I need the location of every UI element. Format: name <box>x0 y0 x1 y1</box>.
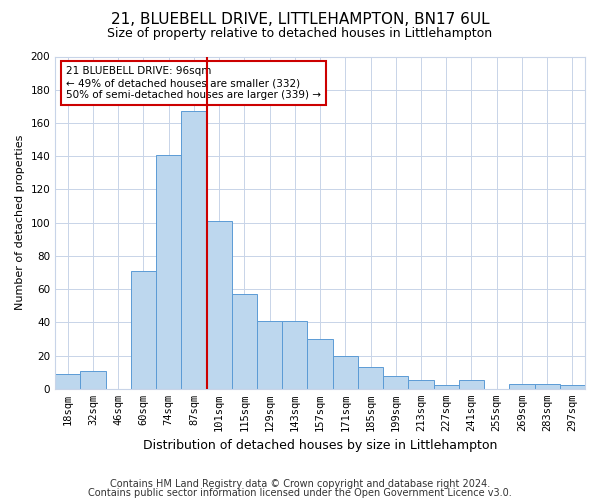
Bar <box>434 386 459 389</box>
Bar <box>181 112 206 389</box>
Bar <box>206 221 232 389</box>
Text: 21 BLUEBELL DRIVE: 96sqm
← 49% of detached houses are smaller (332)
50% of semi-: 21 BLUEBELL DRIVE: 96sqm ← 49% of detach… <box>66 66 321 100</box>
Bar <box>332 356 358 389</box>
Text: 21, BLUEBELL DRIVE, LITTLEHAMPTON, BN17 6UL: 21, BLUEBELL DRIVE, LITTLEHAMPTON, BN17 … <box>110 12 490 28</box>
Bar <box>80 370 106 389</box>
Bar <box>383 376 409 389</box>
Bar <box>358 367 383 389</box>
Bar <box>509 384 535 389</box>
Bar <box>409 380 434 389</box>
Bar <box>232 294 257 389</box>
Bar <box>560 386 585 389</box>
Text: Contains HM Land Registry data © Crown copyright and database right 2024.: Contains HM Land Registry data © Crown c… <box>110 479 490 489</box>
Bar <box>55 374 80 389</box>
Bar <box>131 271 156 389</box>
Bar <box>257 320 282 389</box>
X-axis label: Distribution of detached houses by size in Littlehampton: Distribution of detached houses by size … <box>143 440 497 452</box>
Y-axis label: Number of detached properties: Number of detached properties <box>15 135 25 310</box>
Text: Contains public sector information licensed under the Open Government Licence v3: Contains public sector information licen… <box>88 488 512 498</box>
Bar <box>282 320 307 389</box>
Bar <box>156 154 181 389</box>
Bar <box>535 384 560 389</box>
Bar <box>459 380 484 389</box>
Text: Size of property relative to detached houses in Littlehampton: Size of property relative to detached ho… <box>107 28 493 40</box>
Bar <box>307 339 332 389</box>
